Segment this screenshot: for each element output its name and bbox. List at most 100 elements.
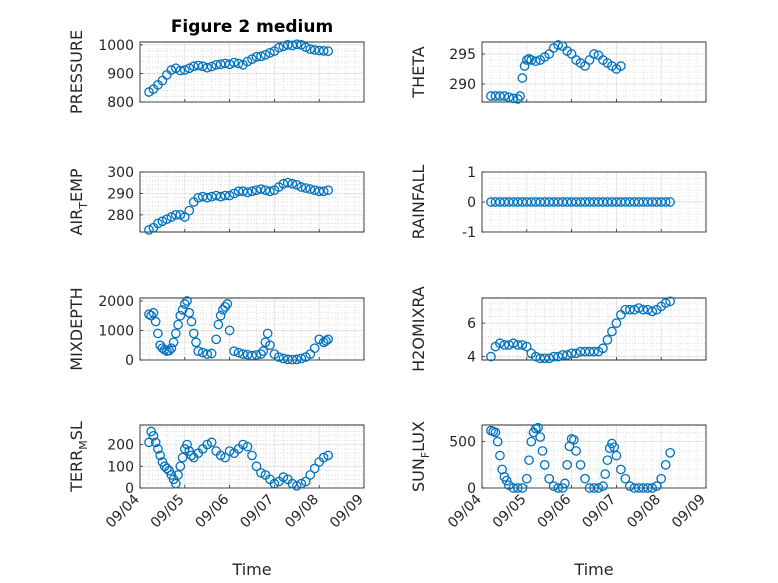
data-point bbox=[182, 439, 192, 450]
data-point bbox=[651, 481, 662, 491]
data-point bbox=[238, 349, 248, 359]
data-point bbox=[548, 351, 559, 362]
data-point bbox=[184, 63, 195, 74]
axes-frame bbox=[481, 171, 707, 233]
data-point bbox=[278, 353, 289, 364]
data-point bbox=[501, 475, 512, 486]
data-point bbox=[602, 455, 613, 466]
data-point bbox=[291, 354, 302, 365]
data-point bbox=[157, 216, 168, 227]
data-point bbox=[598, 481, 608, 491]
data-point bbox=[291, 39, 302, 50]
y-tick-label: 0 bbox=[467, 481, 476, 497]
data-point bbox=[620, 473, 631, 484]
data-point bbox=[521, 341, 532, 352]
data-point bbox=[150, 316, 161, 327]
y-axis-label-tail: SL bbox=[67, 421, 86, 440]
data-point bbox=[296, 182, 307, 192]
data-point bbox=[539, 353, 550, 364]
data-point bbox=[624, 304, 635, 315]
data-point bbox=[318, 452, 329, 463]
y-tick-label: 0 bbox=[125, 353, 134, 369]
data-point bbox=[148, 431, 159, 441]
data-point bbox=[495, 338, 505, 349]
data-point bbox=[166, 212, 177, 222]
data-point bbox=[229, 57, 239, 68]
data-point bbox=[512, 94, 523, 104]
data-point bbox=[144, 437, 154, 448]
data-point bbox=[274, 42, 284, 53]
data-point bbox=[508, 338, 519, 349]
data-point bbox=[323, 334, 334, 345]
data-point bbox=[202, 62, 213, 73]
y-axis-label-sub: F bbox=[419, 452, 432, 458]
subplot-3: 280 290 300 AIRTEMP bbox=[67, 165, 365, 236]
data-point bbox=[660, 197, 671, 207]
data-point bbox=[647, 306, 658, 317]
data-point bbox=[191, 337, 201, 348]
data-point bbox=[224, 446, 235, 456]
subplot-4: -1 0 1 RAINFALL bbox=[409, 165, 707, 241]
data-point bbox=[519, 61, 530, 71]
y-axis-label-tail: EMP bbox=[67, 168, 86, 202]
data-point bbox=[665, 296, 676, 307]
data-point bbox=[589, 483, 599, 493]
y-axis-label-sub: T bbox=[77, 202, 90, 210]
data-point bbox=[262, 328, 273, 339]
y-axis-label-main: H2OMIXRA bbox=[409, 286, 428, 372]
data-point bbox=[291, 480, 302, 491]
data-point bbox=[633, 303, 644, 313]
axes-frame bbox=[139, 41, 365, 103]
data-point bbox=[562, 459, 572, 470]
data-point bbox=[499, 340, 510, 350]
y-axis-label: RAINFALL bbox=[409, 165, 428, 240]
x-axis-label-right: Time bbox=[573, 560, 613, 579]
y-tick-label: 800 bbox=[107, 95, 134, 111]
data-point bbox=[323, 46, 334, 56]
data-point bbox=[173, 470, 183, 480]
y-axis-label: AIRTEMP bbox=[67, 168, 90, 235]
data-point bbox=[184, 307, 195, 318]
data-point bbox=[309, 343, 320, 354]
data-point bbox=[318, 186, 329, 197]
data-point bbox=[524, 53, 534, 64]
subplot-2: 290 295 THETA bbox=[409, 40, 707, 104]
data-point bbox=[162, 463, 172, 474]
data-point bbox=[175, 65, 186, 76]
x-tick-label: 09/07 bbox=[579, 492, 619, 532]
data-point bbox=[278, 472, 289, 482]
data-point bbox=[233, 186, 244, 197]
data-point bbox=[206, 437, 217, 448]
data-point bbox=[314, 186, 325, 197]
data-point bbox=[170, 63, 181, 74]
data-point bbox=[296, 40, 307, 50]
x-tick-label: 09/08 bbox=[282, 492, 322, 532]
data-point bbox=[305, 184, 316, 194]
data-point bbox=[665, 197, 676, 207]
data-point bbox=[186, 316, 197, 327]
data-point bbox=[611, 450, 622, 461]
data-point bbox=[300, 183, 311, 193]
data-point bbox=[153, 444, 163, 454]
data-point bbox=[490, 427, 501, 438]
data-point bbox=[544, 353, 555, 364]
data-point bbox=[238, 439, 248, 450]
data-point bbox=[517, 73, 528, 83]
data-point bbox=[188, 328, 199, 339]
y-axis-label-main: SUN bbox=[409, 458, 428, 492]
data-point bbox=[548, 481, 559, 491]
data-point bbox=[247, 350, 257, 361]
y-axis-label-tail: LUX bbox=[409, 421, 428, 452]
data-point bbox=[642, 483, 653, 493]
data-point bbox=[309, 185, 320, 196]
y-tick-label: 2000 bbox=[98, 294, 134, 310]
data-point bbox=[604, 443, 615, 454]
data-point bbox=[616, 464, 626, 475]
data-point bbox=[553, 351, 564, 362]
x-axis-label-left: Time bbox=[231, 560, 271, 579]
data-point bbox=[486, 351, 496, 362]
y-axis-label: SUNFLUX bbox=[409, 421, 432, 492]
y-axis-label: THETA bbox=[409, 46, 428, 98]
axes-frame bbox=[139, 424, 365, 489]
data-point bbox=[539, 459, 550, 470]
